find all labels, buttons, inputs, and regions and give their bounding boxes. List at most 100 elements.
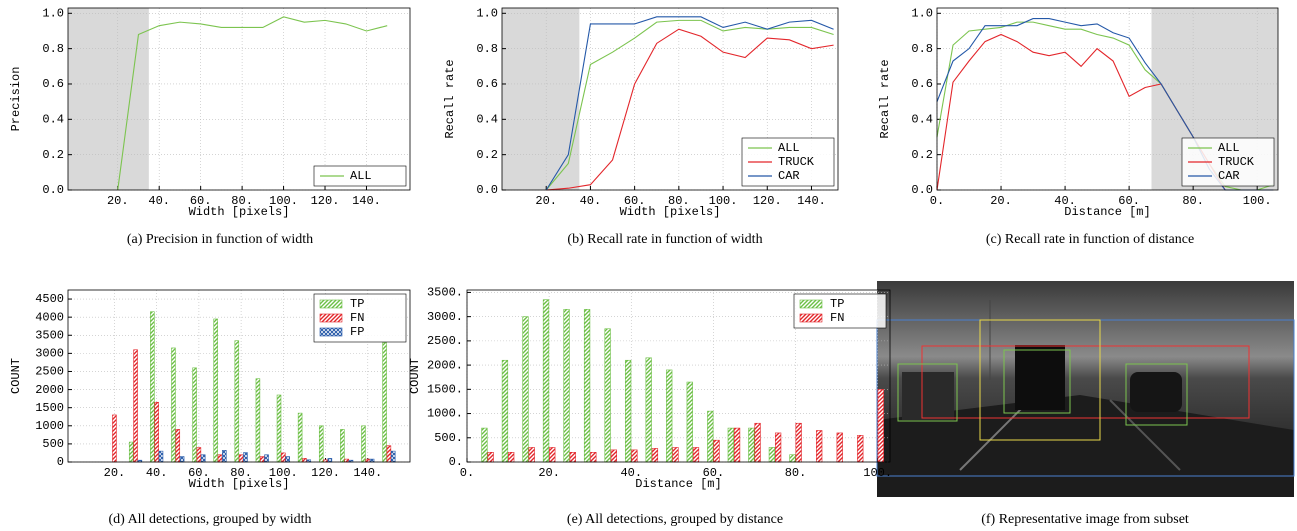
x-tick-label: 80. xyxy=(1182,194,1204,208)
bar xyxy=(501,359,509,463)
x-tick-label: 80. xyxy=(230,466,252,480)
line xyxy=(545,16,834,191)
bar xyxy=(150,311,155,463)
x-tick-label: 80. xyxy=(668,194,690,208)
bar xyxy=(651,448,659,463)
bar xyxy=(382,342,387,463)
x-tick-label: 140. xyxy=(797,194,826,208)
bar xyxy=(238,454,244,463)
bar xyxy=(222,450,227,463)
y-tick-label: 3000 xyxy=(35,347,64,361)
x-tick-label: 60. xyxy=(188,466,210,480)
y-tick-label: 3500 xyxy=(35,328,64,342)
bar xyxy=(795,422,802,463)
bar xyxy=(692,447,700,463)
y-tick-label: 500. xyxy=(434,431,463,445)
legend-label: TRUCK xyxy=(1218,155,1255,169)
bar xyxy=(196,447,202,463)
bar xyxy=(154,401,159,463)
x-tick-label: 20. xyxy=(990,194,1012,208)
x-tick-label: 140. xyxy=(352,194,381,208)
bar xyxy=(276,394,282,463)
legend-swatch xyxy=(319,299,343,309)
x-tick-label: 80. xyxy=(231,194,253,208)
bar xyxy=(774,432,782,463)
bar xyxy=(610,449,617,463)
bar xyxy=(733,427,741,463)
bar xyxy=(365,458,371,463)
x-tick-label: 60. xyxy=(1118,194,1140,208)
x-axis-label: Distance [m] xyxy=(1064,205,1150,219)
y-tick-label: 0.4 xyxy=(476,112,498,126)
bar xyxy=(158,450,164,463)
bar xyxy=(390,450,396,463)
x-tick-label: 100. xyxy=(709,194,738,208)
line xyxy=(546,28,834,191)
legend-label: TP xyxy=(830,297,844,311)
bar xyxy=(549,447,556,463)
caption: (c) Recall rate in function of distance xyxy=(986,232,1194,247)
bar xyxy=(344,458,349,463)
bar xyxy=(727,427,734,463)
y-tick-label: 3500. xyxy=(427,286,463,300)
bar xyxy=(563,309,570,463)
y-tick-label: 2500. xyxy=(427,334,463,348)
y-axis-label: COUNT xyxy=(9,358,23,394)
bar xyxy=(528,447,535,463)
legend-label: TP xyxy=(350,297,364,311)
x-axis-label: Width [pixels] xyxy=(189,477,290,491)
x-tick-label: 60. xyxy=(190,194,212,208)
x-tick-label: 20. xyxy=(107,194,129,208)
x-tick-label: 40. xyxy=(148,194,170,208)
legend-label: FP xyxy=(350,325,364,339)
bar xyxy=(340,429,345,463)
y-tick-label: 2000 xyxy=(35,383,64,397)
x-tick-label: 20. xyxy=(538,466,560,480)
y-tick-label: 4500 xyxy=(35,292,64,306)
x-tick-label: 100. xyxy=(269,466,298,480)
bar xyxy=(112,414,117,463)
caption: (e) All detections, grouped by distance xyxy=(567,512,783,527)
shaded-region xyxy=(68,8,149,190)
x-tick-label: 60. xyxy=(624,194,646,208)
shaded-region xyxy=(502,8,580,190)
bar xyxy=(508,452,515,463)
y-tick-label: 1500. xyxy=(427,382,463,396)
legend-label: CAR xyxy=(778,169,800,183)
y-tick-label: 0.0 xyxy=(42,183,64,197)
x-tick-label: 0. xyxy=(930,194,944,208)
y-axis-label: Precision xyxy=(9,67,23,132)
bar xyxy=(281,452,286,463)
bar xyxy=(175,429,181,463)
bar xyxy=(590,452,597,463)
y-tick-label: 0 xyxy=(57,455,64,469)
x-tick-label: 100. xyxy=(863,466,892,480)
bar xyxy=(754,422,761,463)
bar xyxy=(297,412,303,463)
y-tick-label: 3000. xyxy=(427,310,463,324)
y-tick-label: 0.2 xyxy=(476,148,498,162)
x-axis-label: Width [pixels] xyxy=(620,205,721,219)
bar xyxy=(327,458,333,463)
legend-label: ALL xyxy=(778,141,800,155)
x-tick-label: 120. xyxy=(311,194,340,208)
bar xyxy=(264,454,269,463)
bar xyxy=(481,427,488,463)
x-tick-label: 20. xyxy=(535,194,557,208)
bar xyxy=(213,318,218,463)
y-tick-label: 1000 xyxy=(35,419,64,433)
legend-label: FN xyxy=(350,311,364,325)
legend-label: ALL xyxy=(1218,141,1240,155)
y-tick-label: 0.8 xyxy=(476,42,498,56)
legend-label: CAR xyxy=(1218,169,1240,183)
bar xyxy=(200,454,206,463)
line xyxy=(117,16,388,191)
x-tick-label: 40. xyxy=(1054,194,1076,208)
y-axis-label: Recall rate xyxy=(878,59,892,138)
bar xyxy=(128,441,134,463)
bar xyxy=(768,447,776,463)
